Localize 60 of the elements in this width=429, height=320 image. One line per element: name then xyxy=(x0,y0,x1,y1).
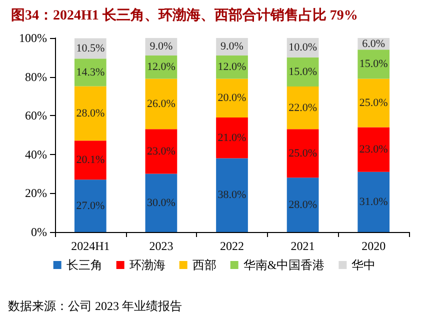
bar xyxy=(358,172,390,232)
y-tick-label: 20% xyxy=(25,186,47,200)
data-label: 6.0% xyxy=(362,38,386,50)
y-tick-label: 100% xyxy=(19,31,47,45)
y-tick-label: 40% xyxy=(25,147,47,162)
x-tick-label: 2021 xyxy=(290,239,315,253)
data-label: 26.0% xyxy=(146,98,176,110)
data-label: 28.0% xyxy=(76,107,105,120)
bar xyxy=(358,50,390,79)
legend-label: 华南&中国香港 xyxy=(243,258,325,272)
data-label: 31.0% xyxy=(359,196,388,208)
data-label: 12.0% xyxy=(146,61,176,74)
data-label: 21.0% xyxy=(218,132,246,144)
bar xyxy=(358,78,390,128)
x-tick-label: 2020 xyxy=(362,239,386,253)
data-label: 23.0% xyxy=(146,145,176,158)
data-label: 15.0% xyxy=(288,66,318,78)
bar xyxy=(286,129,319,178)
data-label: 23.0% xyxy=(359,144,388,156)
legend-label: 环渤海 xyxy=(129,258,166,272)
data-label: 10.0% xyxy=(288,42,318,54)
data-label: 12.0% xyxy=(218,61,246,74)
bar xyxy=(216,118,248,158)
y-tick-label: 60% xyxy=(25,108,47,123)
bar xyxy=(74,180,106,232)
data-label: 25.0% xyxy=(288,147,318,160)
x-tick-label: 2023 xyxy=(149,239,174,253)
data-label: 22.0% xyxy=(288,102,318,114)
bar xyxy=(358,127,390,172)
bar xyxy=(74,58,106,86)
y-tick-label: 0% xyxy=(31,225,47,239)
legend-label: 西部 xyxy=(192,258,216,272)
bar xyxy=(286,178,319,232)
data-label: 9.0% xyxy=(150,40,173,53)
bar xyxy=(216,78,248,118)
data-label: 9.0% xyxy=(220,40,244,53)
x-tick-label: 2024H1 xyxy=(71,239,110,253)
source-note: 数据来源：公司 2023 年业绩报告 xyxy=(8,299,182,313)
data-label: 14.3% xyxy=(76,66,105,78)
chart-title: 图34：2024H1 长三角、环渤海、西部合计销售占比 79% xyxy=(11,6,358,24)
data-label: 10.5% xyxy=(76,42,105,54)
data-label: 28.0% xyxy=(288,198,318,211)
legend-label: 长三角 xyxy=(66,258,102,272)
bar xyxy=(74,86,106,141)
data-label: 15.0% xyxy=(359,58,388,70)
x-tick-label: 2022 xyxy=(220,239,244,253)
bar xyxy=(216,158,248,232)
bar xyxy=(286,86,319,130)
bar xyxy=(145,129,178,174)
data-label: 27.0% xyxy=(76,200,105,212)
bar xyxy=(74,140,106,180)
data-label: 20.1% xyxy=(76,154,105,166)
data-label: 25.0% xyxy=(359,96,388,109)
bar xyxy=(145,174,178,232)
data-label: 30.0% xyxy=(146,196,176,209)
bar xyxy=(145,78,178,130)
legend-label: 华中 xyxy=(352,258,376,272)
data-label: 38.0% xyxy=(218,189,246,202)
y-tick-label: 80% xyxy=(25,70,47,84)
data-label: 20.0% xyxy=(218,92,246,104)
